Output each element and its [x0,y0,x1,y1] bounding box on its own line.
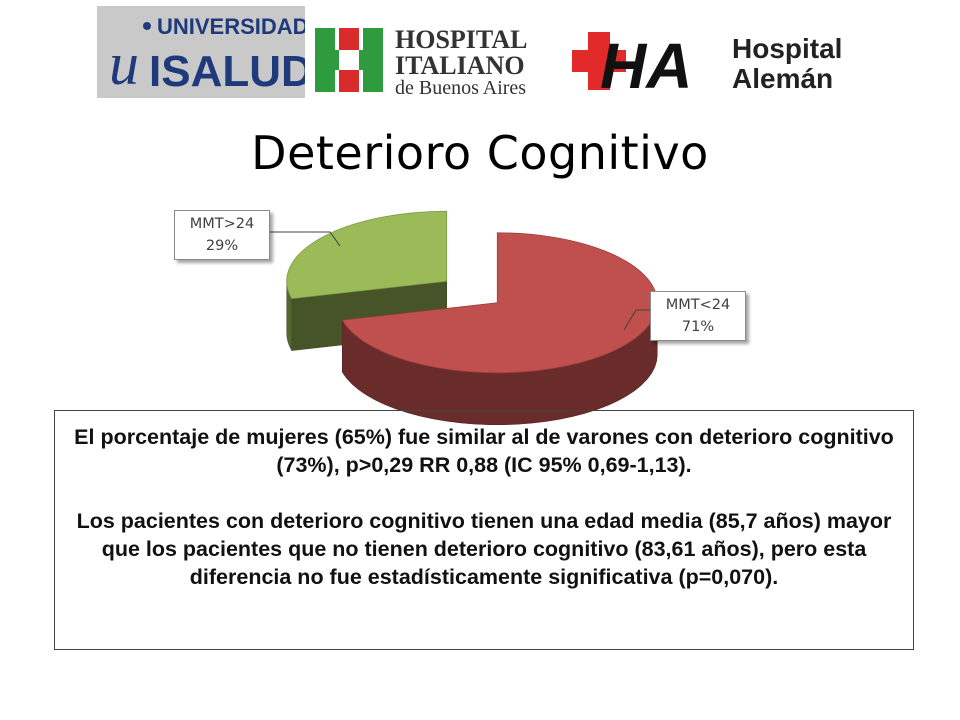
green-cross-icon [315,28,383,92]
callout-label: MMT<24 [665,297,731,313]
callout-percent: 71% [681,319,715,335]
aleman-mark: HA [600,30,692,94]
callout-percent: 29% [205,238,239,254]
page-title: Deterioro Cognitivo [251,126,709,180]
callout-mmt-lt-24: MMT<24 71% [650,291,746,341]
leader-line-mmt-lt-24 [623,309,650,331]
isalud-logo-top: UNIVERSIDAD [157,14,305,39]
isalud-logo-name: ISALUD [149,47,305,96]
italiano-line2: ITALIANO [395,51,525,80]
callout-mmt-gt-24: MMT>24 29% [174,210,270,260]
isalud-logo-letter: u [109,31,139,97]
finding-paragraph-2: Los pacientes con deterioro cognitivo ti… [76,509,892,589]
aleman-line2: Alemán [732,63,833,94]
pie-slice-mmt-24 [341,232,658,374]
leader-line-mmt-gt-24 [262,231,341,247]
findings-textbox: El porcentaje de mujeres (65%) fue simil… [54,410,914,650]
hospital-italiano-logo: HOSPITAL ITALIANO de Buenos Aires [313,22,553,98]
italiano-line1: HOSPITAL [395,25,527,54]
finding-paragraph-1: El porcentaje de mujeres (65%) fue simil… [74,425,894,477]
aleman-line1: Hospital [732,33,842,64]
pie-slice-mmt-24 [286,210,448,300]
universidad-isalud-logo: UNIVERSIDAD u ISALUD [97,6,305,98]
red-cross-icon [572,32,626,90]
hospital-aleman-logo: HA Hospital Alemán [570,28,870,94]
callout-label: MMT>24 [189,216,255,232]
italiano-line3: de Buenos Aires [395,77,526,98]
